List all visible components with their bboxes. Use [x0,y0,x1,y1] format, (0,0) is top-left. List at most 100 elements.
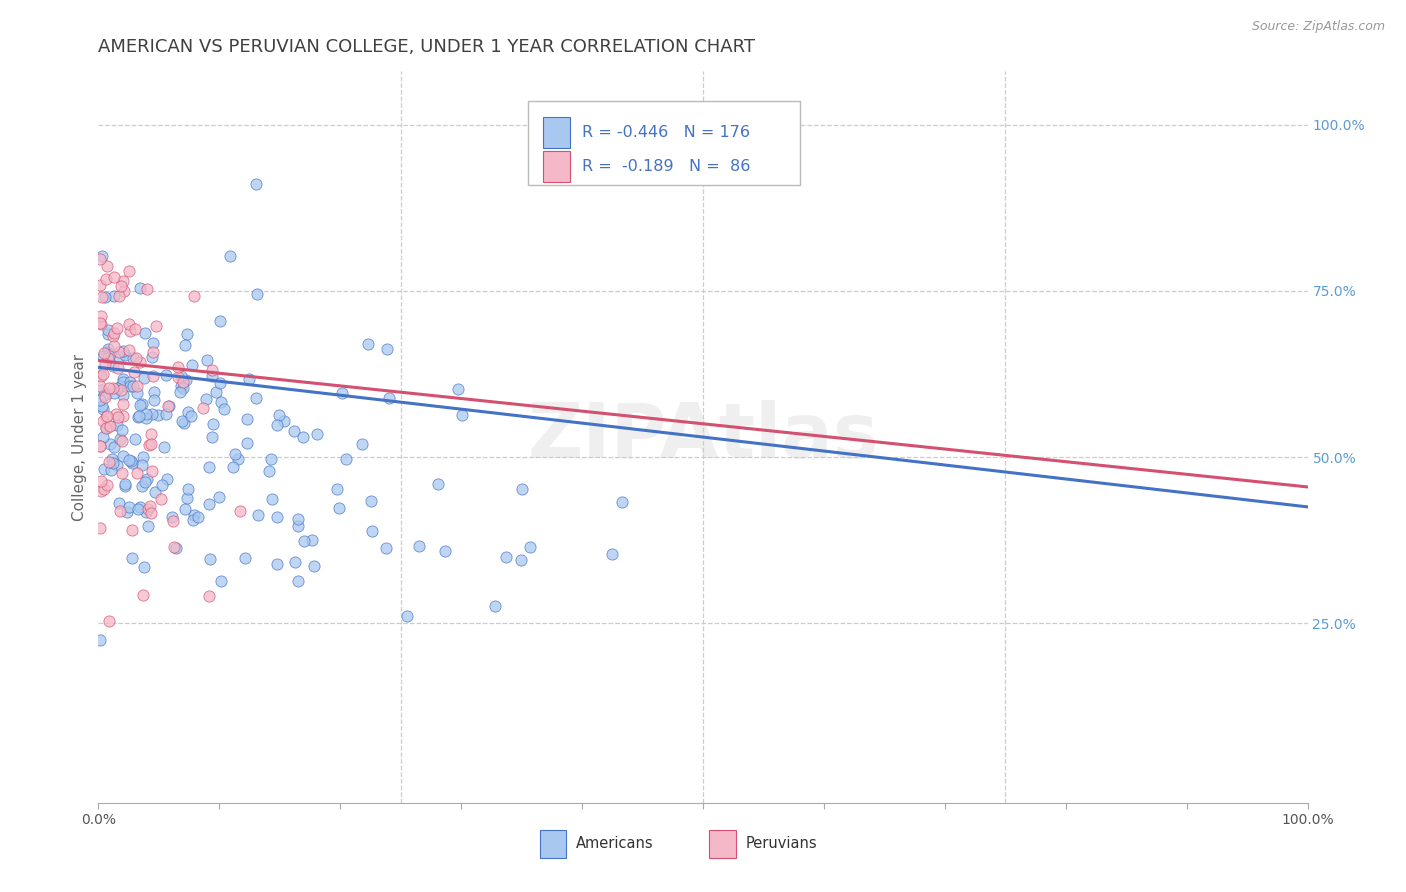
Text: Source: ZipAtlas.com: Source: ZipAtlas.com [1251,20,1385,33]
Point [94,387,117,401]
Point [108,432,131,446]
Point [177,405,200,419]
Point [128,409,150,424]
Point [357,336,380,351]
Point [134,475,156,490]
Point [135,410,157,425]
Point [183,508,205,523]
Point [105,321,128,335]
Point [181,513,204,527]
Point [93,346,115,360]
Point [169,385,191,400]
Point [120,454,142,468]
Point [112,343,135,358]
Point [93,387,115,401]
Point [266,509,288,524]
Point [142,369,165,384]
Point [155,408,177,422]
Point [96,478,118,492]
Point [287,512,309,526]
Point [90,368,112,383]
Point [195,353,218,368]
Point [89,316,111,330]
Point [89,632,111,647]
Point [107,410,129,425]
Point [134,326,156,340]
Point [90,317,112,331]
Point [495,550,517,565]
Point [136,501,159,516]
Point [330,386,353,401]
Point [118,343,141,357]
Text: Americans: Americans [576,837,654,851]
Point [375,541,398,556]
Point [89,252,111,266]
Point [129,398,152,412]
Point [612,495,634,509]
Point [118,500,141,514]
Point [135,407,157,421]
Point [170,368,193,383]
Point [112,285,135,299]
Bar [543,117,569,148]
Point [101,381,124,395]
Point [142,385,165,400]
Point [145,319,167,334]
Point [101,452,124,467]
Point [162,514,184,528]
Point [105,458,128,472]
Point [141,464,163,478]
Point [141,426,163,441]
Point [98,436,121,450]
Point [118,317,141,331]
Text: R =  -0.189   N =  86: R = -0.189 N = 86 [582,159,751,174]
Point [136,282,159,296]
Point [197,497,219,511]
Point [129,281,152,295]
Point [103,339,125,353]
Point [209,395,232,409]
Point [173,416,195,430]
Point [89,393,111,408]
Point [291,430,314,444]
Point [209,574,232,588]
Point [426,476,449,491]
Point [197,589,219,603]
Point [93,461,115,475]
Point [201,417,224,431]
Point [98,418,121,433]
Point [111,388,134,402]
Point [110,504,132,518]
Point [519,540,541,554]
Point [94,290,117,304]
Point [245,177,267,191]
Point [111,467,134,481]
Point [260,452,283,467]
Point [117,505,139,519]
Point [124,322,146,336]
Point [128,500,150,515]
Point [90,290,112,304]
Point [236,436,259,450]
Point [157,400,180,414]
Point [301,533,323,548]
Point [93,482,115,496]
Point [233,551,256,566]
Point [167,360,190,375]
Point [167,370,190,384]
Point [121,551,143,566]
Point [335,452,357,467]
Point [90,309,112,323]
Point [91,401,114,416]
Point [97,323,120,337]
Point [150,491,173,506]
Point [177,482,200,496]
Point [98,419,121,434]
Point [165,541,187,556]
Point [260,492,283,507]
Point [90,384,112,398]
Point [283,425,305,439]
Point [141,408,163,422]
Text: R = -0.446   N = 176: R = -0.446 N = 176 [582,125,749,140]
Point [304,559,326,574]
